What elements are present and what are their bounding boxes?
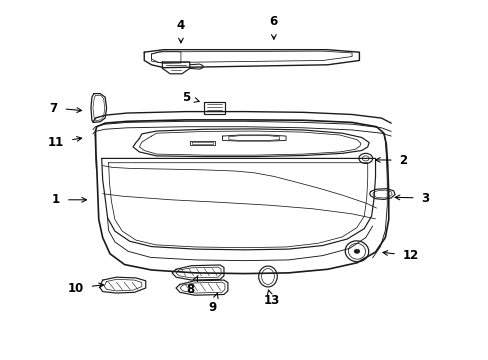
Circle shape bbox=[353, 249, 359, 253]
Text: 3: 3 bbox=[394, 192, 428, 204]
Text: 11: 11 bbox=[48, 136, 81, 149]
Text: 5: 5 bbox=[182, 91, 199, 104]
Text: 1: 1 bbox=[52, 193, 86, 206]
Text: 7: 7 bbox=[50, 102, 81, 114]
Text: 9: 9 bbox=[208, 293, 218, 314]
Text: 12: 12 bbox=[382, 249, 418, 262]
Text: 4: 4 bbox=[177, 19, 184, 43]
Text: 6: 6 bbox=[269, 15, 277, 39]
Text: 2: 2 bbox=[375, 154, 407, 167]
Text: 10: 10 bbox=[67, 282, 103, 294]
Text: 8: 8 bbox=[186, 275, 198, 296]
Text: 13: 13 bbox=[263, 290, 279, 307]
